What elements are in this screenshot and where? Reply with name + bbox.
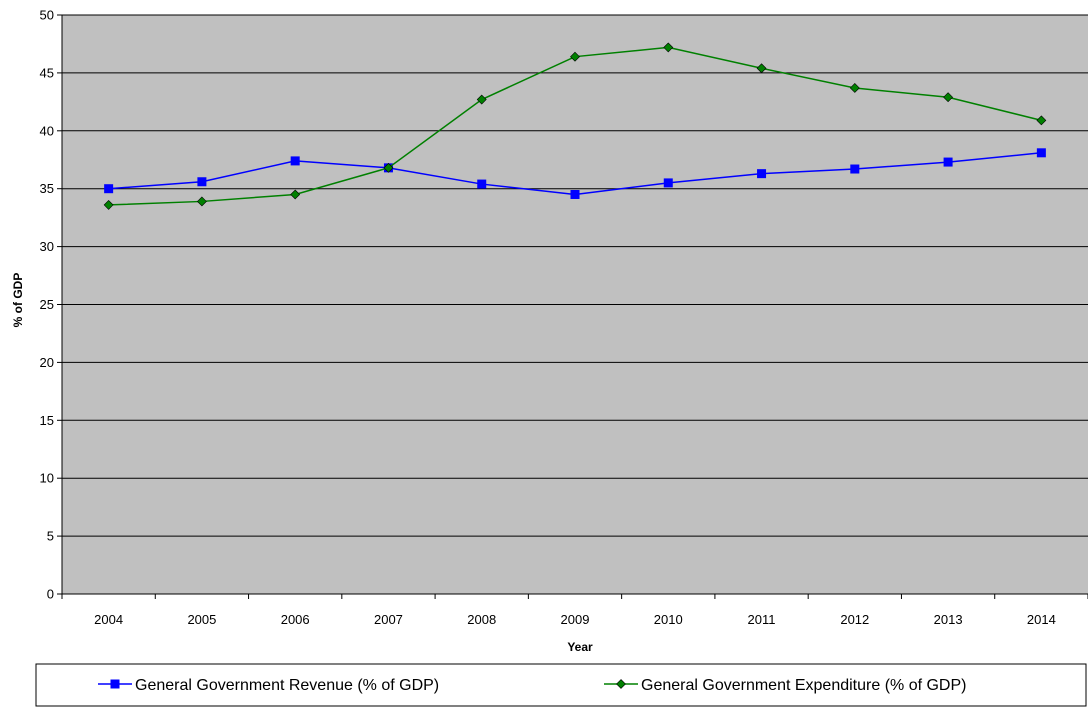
y-tick-label: 40 xyxy=(40,123,54,138)
legend-label: General Government Expenditure (% of GDP… xyxy=(641,677,966,694)
legend-marker xyxy=(110,679,120,689)
data-point xyxy=(477,179,487,189)
series-1 xyxy=(104,148,1046,199)
x-tick-label: 2004 xyxy=(94,612,123,627)
y-tick-label: 5 xyxy=(47,529,54,544)
legend-item-1: General Government Revenue (% of GDP) xyxy=(98,677,439,694)
x-tick-label: 2014 xyxy=(1027,612,1056,627)
legend: General Government Revenue (% of GDP) Gen… xyxy=(35,663,1087,707)
data-point xyxy=(1036,115,1047,126)
x-tick-label: 2010 xyxy=(654,612,683,627)
data-point xyxy=(197,177,207,187)
y-tick-label: 10 xyxy=(40,471,54,486)
legend-item-2: General Government Expenditure (% of GDP… xyxy=(604,677,966,694)
y-tick-label: 45 xyxy=(40,65,54,80)
y-tick-label: 15 xyxy=(40,413,54,428)
data-point xyxy=(849,83,860,93)
x-tick-label: 2013 xyxy=(934,612,963,627)
x-tick-label: 2008 xyxy=(467,612,496,627)
y-tick-label: 50 xyxy=(40,8,54,23)
data-point xyxy=(757,169,767,179)
data-point xyxy=(570,51,580,62)
data-point xyxy=(850,164,860,174)
y-tick-label: 35 xyxy=(40,181,54,196)
data-point xyxy=(756,63,767,74)
x-tick-label: 2006 xyxy=(281,612,310,627)
data-point xyxy=(570,189,580,199)
data-point xyxy=(290,156,300,166)
legend-box xyxy=(35,663,1087,707)
legend-label: General Government Revenue (% of GDP) xyxy=(135,677,439,694)
data-point xyxy=(103,199,114,210)
data-point xyxy=(943,157,953,167)
x-tick-label: 2012 xyxy=(840,612,869,627)
y-tick-label: 0 xyxy=(47,587,54,602)
data-point xyxy=(476,94,487,105)
y-axis: 0 5 10 15 20 25 30 35 40 45 50 xyxy=(40,8,63,602)
x-axis: 2004 2005 2006 2007 2008 2009 2010 2011 2012 2013… xyxy=(61,593,1088,627)
y-tick-label: 25 xyxy=(40,297,54,312)
data-point xyxy=(290,189,301,200)
x-tick-label: 2011 xyxy=(748,612,776,627)
y-tick-label: 30 xyxy=(40,239,54,254)
gridlines xyxy=(62,14,1088,537)
legend-marker xyxy=(616,679,626,689)
data-point xyxy=(104,184,114,194)
x-axis-title: Year xyxy=(567,640,593,654)
data-point xyxy=(663,178,673,188)
data-point xyxy=(943,92,954,103)
series-2 xyxy=(103,42,1047,210)
data-point xyxy=(663,42,674,53)
series-group xyxy=(103,42,1047,210)
x-tick-label: 2005 xyxy=(187,612,216,627)
data-point xyxy=(1036,148,1046,158)
y-axis-title: % of GDP xyxy=(11,273,25,328)
x-tick-label: 2009 xyxy=(561,612,590,627)
data-point xyxy=(196,196,207,207)
data-point xyxy=(383,162,394,173)
x-tick-label: 2007 xyxy=(374,612,403,627)
y-tick-label: 20 xyxy=(40,355,54,370)
